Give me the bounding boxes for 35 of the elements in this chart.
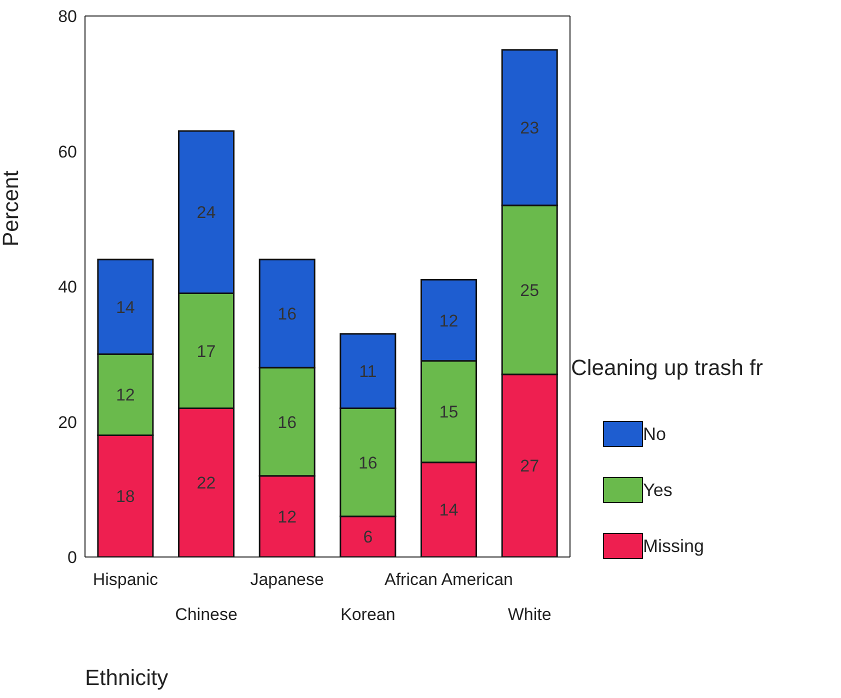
data-label: 15	[439, 402, 458, 422]
legend-label: No	[643, 424, 666, 444]
x-tick-label: White	[508, 605, 552, 624]
y-tick-label: 20	[58, 412, 77, 432]
x-tick-label: Korean	[340, 605, 396, 624]
data-label: 16	[278, 412, 297, 432]
data-label: 23	[520, 118, 540, 138]
x-tick-label: Chinese	[175, 605, 238, 624]
data-label: 14	[116, 298, 135, 317]
data-label: 11	[359, 362, 377, 382]
x-tick-label: African American	[384, 570, 513, 589]
y-tick-label: 0	[68, 548, 77, 568]
x-axis-title: Ethnicity	[85, 665, 168, 691]
data-label: 16	[278, 304, 297, 324]
data-label: 27	[520, 456, 540, 476]
legend-title: Cleaning up trash fr	[571, 355, 764, 381]
data-label: 12	[278, 507, 297, 526]
legend-label: Yes	[643, 480, 672, 500]
data-label: 12	[116, 386, 135, 405]
y-axis-title: Percent	[0, 170, 23, 246]
data-label: 16	[358, 453, 378, 472]
x-tick-label: Hispanic	[92, 570, 159, 589]
data-label: 25	[520, 280, 540, 300]
data-label: 22	[196, 474, 216, 493]
data-label: 12	[439, 311, 458, 330]
legend-label: Missing	[643, 536, 704, 556]
data-label: 18	[116, 487, 135, 506]
y-tick-label: 80	[58, 7, 77, 26]
data-label: 14	[439, 500, 458, 520]
data-label: 6	[363, 528, 373, 547]
data-label: 24	[196, 203, 216, 222]
y-tick-label: 60	[58, 142, 77, 162]
x-tick-label: Japanese	[250, 570, 324, 589]
data-label: 17	[196, 342, 216, 361]
y-tick-label: 40	[58, 278, 77, 297]
